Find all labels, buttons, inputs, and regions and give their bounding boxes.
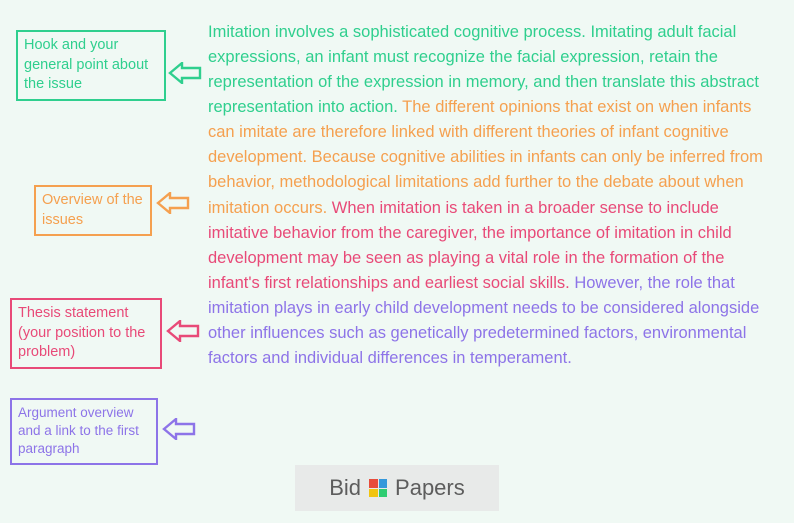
arrow-left-icon <box>156 192 190 214</box>
label-thesis: Thesis statement (your position to the p… <box>10 298 162 369</box>
logo-square <box>379 489 388 498</box>
arrow-left-icon <box>168 62 202 84</box>
label-argument: Argument overview and a link to the firs… <box>10 398 158 465</box>
label-hook: Hook and your general point about the is… <box>16 30 166 101</box>
logo-square <box>379 479 388 488</box>
arrow-left-icon <box>166 320 200 342</box>
page-container: Hook and your general point about the is… <box>0 0 794 371</box>
logo-square <box>369 479 378 488</box>
logo-square <box>369 489 378 498</box>
annotation-sidebar: Hook and your general point about the is… <box>10 20 190 371</box>
logo-text-right: Papers <box>395 475 465 501</box>
arrow-left-icon <box>162 418 196 440</box>
annotated-paragraph: Imitation involves a sophisticated cogni… <box>190 20 774 371</box>
label-overview: Overview of the issues <box>34 185 152 236</box>
logo-text-left: Bid <box>329 475 361 501</box>
logo-container: Bid Papers <box>0 465 794 511</box>
brand-logo: Bid Papers <box>295 465 499 511</box>
logo-squares-icon <box>369 479 387 497</box>
